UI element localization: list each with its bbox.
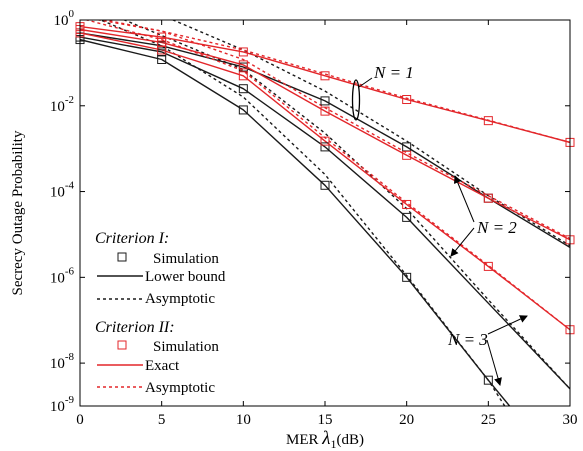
marker-c1-n3 bbox=[483, 375, 493, 385]
x-tick-label: 20 bbox=[399, 412, 414, 428]
legend-criterion2-exact: Exact bbox=[145, 358, 180, 374]
n2-label: N = 2 bbox=[476, 218, 517, 237]
y-tick-exponent: -9 bbox=[65, 394, 75, 406]
y-tick-label: 10-6 bbox=[50, 265, 75, 286]
n3-label: N = 3 bbox=[447, 330, 488, 349]
asymptote-c1-n1 bbox=[171, 20, 570, 247]
x-axis-label-prefix: MER bbox=[286, 432, 322, 448]
legend-criterion2-simulation-marker bbox=[117, 340, 127, 350]
y-tick-label: 10-4 bbox=[50, 180, 75, 201]
y-tick-exponent: -2 bbox=[65, 94, 74, 106]
legend: Criterion I: Simulation Lower bound Asym… bbox=[95, 230, 226, 396]
asymptote-c2-n3 bbox=[84, 20, 570, 331]
marker-c2-n3 bbox=[320, 136, 330, 146]
marker-c2-n1 bbox=[483, 116, 493, 126]
marker-c1-n1 bbox=[320, 96, 330, 106]
x-axis-label-symbol: λ bbox=[321, 428, 330, 449]
marker-c2-n2 bbox=[402, 150, 412, 160]
n2-arrow-up bbox=[453, 175, 475, 223]
x-axis-label-subscript: 1 bbox=[331, 437, 337, 451]
series-layer bbox=[80, 20, 570, 406]
marker-c1-n2 bbox=[402, 212, 412, 222]
y-tick-base: 10 bbox=[50, 99, 65, 115]
y-tick-base: 10 bbox=[54, 13, 69, 29]
y-tick-base: 10 bbox=[50, 270, 65, 286]
legend-criterion2-simulation: Simulation bbox=[153, 339, 219, 355]
n3-arrow-up bbox=[487, 315, 528, 335]
y-axis-label: Secrecy Outage Probability bbox=[10, 130, 26, 295]
y-tick-label: 10-9 bbox=[50, 394, 75, 415]
y-tick-exponent: 0 bbox=[69, 8, 75, 20]
n3-arrow-down bbox=[486, 339, 502, 386]
marker-c1-n2 bbox=[320, 142, 330, 152]
n1-group-ellipse bbox=[351, 79, 361, 121]
legend-criterion2-asym: Asymptotic bbox=[145, 380, 215, 396]
y-tick-base: 10 bbox=[50, 356, 65, 372]
y-tick-exponent: -8 bbox=[65, 351, 75, 363]
annotation-n2: N = 2 bbox=[450, 175, 517, 257]
marker-c2-n2 bbox=[483, 193, 493, 203]
y-tick-label: 100 bbox=[54, 8, 75, 29]
line-c2-n2 bbox=[80, 28, 570, 241]
y-tick-base: 10 bbox=[50, 399, 65, 415]
marker-c2-n3 bbox=[402, 199, 412, 209]
asymptote-c2-n2 bbox=[101, 20, 570, 240]
y-tick-label: 10-8 bbox=[50, 351, 75, 372]
marker-c1-n2 bbox=[238, 84, 248, 94]
x-axis-label-suffix: (dB) bbox=[337, 432, 365, 448]
marker-c2-n2 bbox=[320, 106, 330, 116]
n2-arrow-down bbox=[450, 227, 475, 257]
marker-c1-n3 bbox=[320, 180, 330, 190]
legend-criterion1-title: Criterion I: bbox=[95, 230, 169, 247]
x-tick-label: 5 bbox=[158, 412, 166, 428]
n1-pointer-line bbox=[358, 77, 373, 88]
y-tick-base: 10 bbox=[50, 185, 65, 201]
marker-c2-n1 bbox=[238, 47, 248, 57]
marker-c2-n1 bbox=[157, 32, 167, 42]
x-tick-label: 25 bbox=[481, 412, 496, 428]
x-tick-label: 15 bbox=[318, 412, 333, 428]
line-c1-n2 bbox=[80, 36, 570, 390]
marker-c2-n1 bbox=[320, 71, 330, 81]
legend-criterion1-bound: Lower bound bbox=[145, 269, 226, 285]
marker-c2-n3 bbox=[157, 45, 167, 55]
marker-c2-n3 bbox=[483, 261, 493, 271]
marker-c1-n3 bbox=[238, 105, 248, 115]
x-tick-label: 30 bbox=[563, 412, 578, 428]
n1-label: N = 1 bbox=[373, 63, 414, 82]
x-tick-label: 0 bbox=[76, 412, 84, 428]
x-axis-label: MER λ1(dB) bbox=[286, 428, 364, 451]
asymptote-c1-n3 bbox=[98, 20, 506, 406]
x-tick-label: 10 bbox=[236, 412, 251, 428]
marker-c1-n3 bbox=[402, 272, 412, 282]
annotation-n3: N = 3 bbox=[447, 315, 528, 386]
marker-c2-n1 bbox=[402, 95, 412, 105]
line-c1-n1 bbox=[80, 32, 570, 248]
legend-criterion2-title: Criterion II: bbox=[95, 319, 175, 336]
annotation-n1: N = 1 bbox=[351, 63, 414, 121]
legend-criterion1-simulation: Simulation bbox=[153, 251, 219, 267]
y-tick-exponent: -4 bbox=[65, 180, 75, 192]
y-tick-label: 10-2 bbox=[50, 94, 74, 115]
asymptote-c2-n1 bbox=[95, 20, 570, 144]
marker-c1-n3 bbox=[157, 54, 167, 64]
marker-c2-n2 bbox=[238, 60, 248, 70]
legend-criterion1-asym: Asymptotic bbox=[145, 291, 215, 307]
legend-criterion1-simulation-marker bbox=[117, 252, 127, 262]
y-tick-exponent: -6 bbox=[65, 265, 75, 277]
marker-c2-n3 bbox=[238, 71, 248, 81]
